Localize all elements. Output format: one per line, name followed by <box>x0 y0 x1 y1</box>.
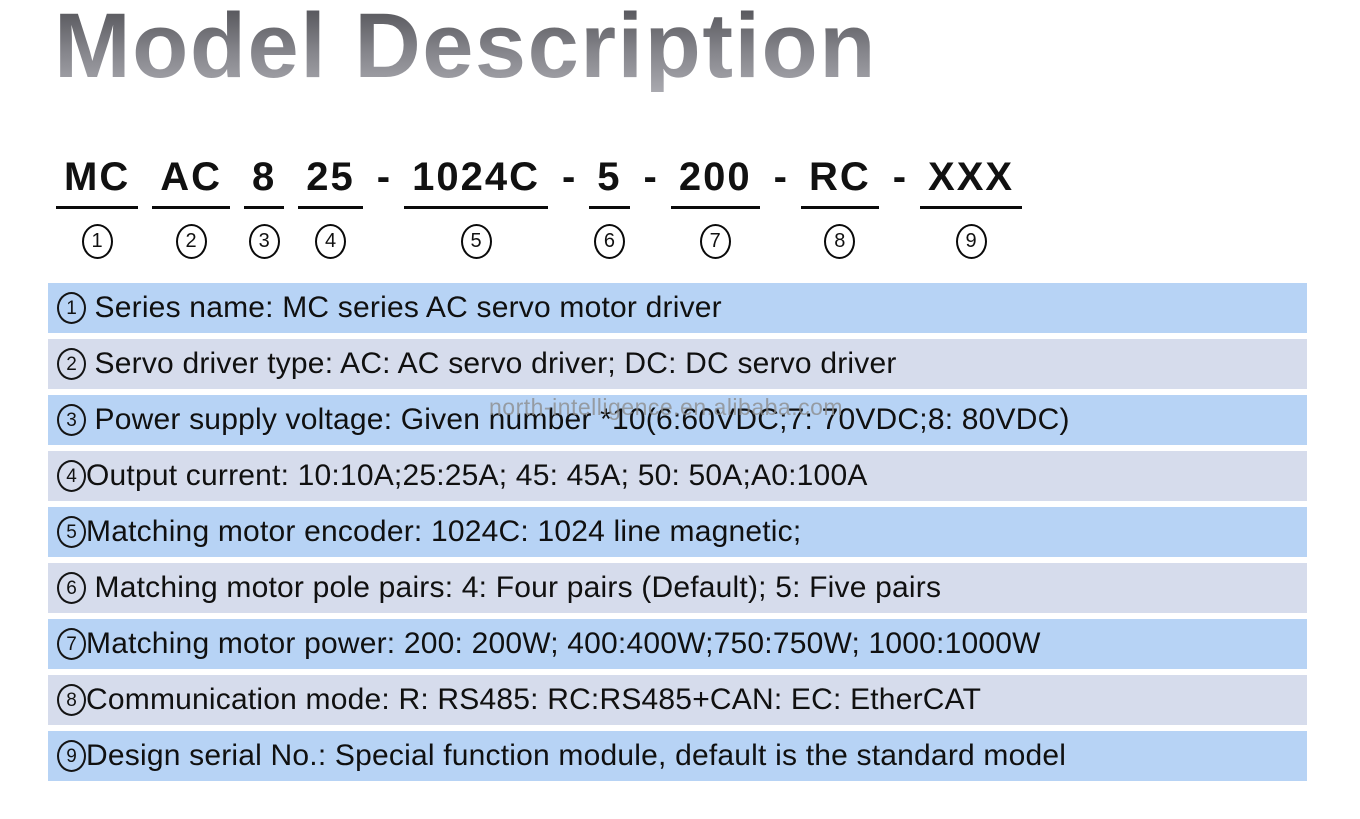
circled-number-icon: 5 <box>460 224 492 260</box>
code-segment-text: 1024C <box>404 155 548 210</box>
code-segment-text: RC <box>800 155 879 210</box>
code-dash: - <box>561 155 576 199</box>
description-row-1: 1 Series name: MC series AC servo motor … <box>48 283 1307 333</box>
description-row-5: 5 Matching motor encoder: 1024C: 1024 lin… <box>48 507 1307 557</box>
code-segment-serial: XXX 9 <box>920 155 1023 260</box>
description-row-6: 6 Matching motor pole pairs: 4: Four pai… <box>48 563 1307 613</box>
description-text: Output current: 10:10A;25:25A; 45: 45A; … <box>86 459 868 492</box>
description-text: Matching motor encoder: 1024C: 1024 line… <box>86 515 802 548</box>
circled-number-icon: 3 <box>248 224 280 260</box>
code-dash: - <box>892 155 907 199</box>
circled-number-icon: 4 <box>315 224 346 260</box>
circled-number-icon: 7 <box>57 628 86 660</box>
circled-number-icon: 8 <box>824 224 856 260</box>
code-segment-text: XXX <box>920 155 1023 210</box>
code-segment-communication: RC 8 <box>800 155 879 260</box>
code-segment-driver-type: AC 2 <box>152 155 230 260</box>
description-text: Matching motor power: 200: 200W; 400:400… <box>86 627 1041 660</box>
code-segment-encoder: 1024C 5 <box>404 155 548 260</box>
code-segment-pole-pairs: 5 6 <box>589 155 630 260</box>
code-segment-power: 200 7 <box>670 155 760 260</box>
page-title: Model Description <box>54 0 877 97</box>
code-dash: - <box>773 155 787 199</box>
circled-number-icon: 4 <box>57 460 86 492</box>
description-list: 1 Series name: MC series AC servo motor … <box>48 283 1307 787</box>
description-row-9: 9 Design serial No.: Special function mod… <box>48 731 1307 781</box>
description-text: Communication mode: R: RS485: RC:RS485+C… <box>86 683 982 716</box>
circled-number-icon: 2 <box>175 224 207 260</box>
code-segment-text: AC <box>152 155 230 210</box>
model-code: MC 1 AC 2 8 3 25 4 - 1024C 5 - 5 6 - 200… <box>56 155 1023 260</box>
code-segment-text: 25 <box>298 155 363 210</box>
description-text: Matching motor pole pairs: 4: Four pairs… <box>86 571 942 604</box>
description-text: Power supply voltage: Given number *10(6… <box>86 403 1070 436</box>
circled-number-icon: 6 <box>57 572 86 604</box>
code-segment-series: MC 1 <box>56 155 139 260</box>
description-text: Series name: MC series AC servo motor dr… <box>86 291 722 324</box>
code-dash: - <box>376 155 391 199</box>
circled-number-icon: 9 <box>57 740 86 772</box>
circled-number-icon: 9 <box>955 224 987 260</box>
code-segment-text: 8 <box>244 155 285 210</box>
code-segment-text: MC <box>56 155 139 210</box>
circled-number-icon: 3 <box>57 404 86 436</box>
description-row-8: 8 Communication mode: R: RS485: RC:RS485+… <box>48 675 1307 725</box>
code-segment-text: 200 <box>670 155 760 210</box>
circled-number-icon: 7 <box>699 224 731 260</box>
circled-number-icon: 1 <box>57 292 86 324</box>
description-row-2: 2 Servo driver type: AC: AC servo driver… <box>48 339 1307 389</box>
code-segment-current: 25 4 <box>298 155 363 260</box>
circled-number-icon: 6 <box>593 224 625 260</box>
circled-number-icon: 2 <box>57 348 86 380</box>
code-dash: - <box>643 155 657 199</box>
description-row-7: 7 Matching motor power: 200: 200W; 400:40… <box>48 619 1307 669</box>
code-segment-text: 5 <box>589 155 630 210</box>
circled-number-icon: 1 <box>81 224 113 260</box>
circled-number-icon: 8 <box>57 684 86 716</box>
description-text: Servo driver type: AC: AC servo driver; … <box>86 347 897 380</box>
description-text: Design serial No.: Special function modu… <box>86 739 1067 772</box>
circled-number-icon: 5 <box>57 516 86 548</box>
code-segment-voltage: 8 3 <box>244 155 285 260</box>
description-row-4: 4 Output current: 10:10A;25:25A; 45: 45A;… <box>48 451 1307 501</box>
description-row-3: 3 Power supply voltage: Given number *10… <box>48 395 1307 445</box>
